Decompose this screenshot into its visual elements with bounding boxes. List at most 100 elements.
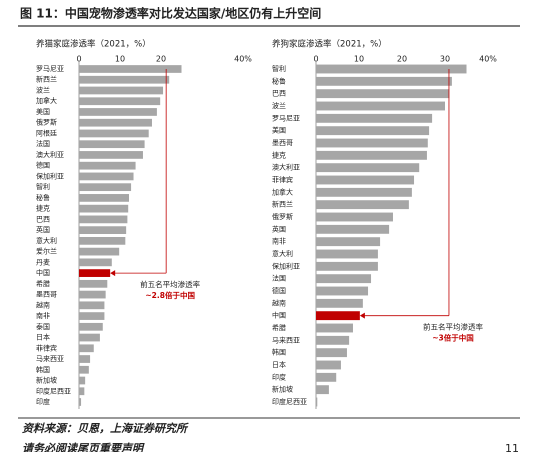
category-label: 印度 [272,372,286,381]
bar [79,183,132,192]
category-label: 越南 [36,300,50,309]
bar [316,237,381,247]
category-label: 希腊 [36,279,50,288]
category-label: 新加坡 [36,376,57,385]
bar [79,355,91,363]
category-label: 智利 [272,64,286,73]
category-label: 南非 [36,311,50,320]
bar [79,215,128,224]
category-label: 意大利 [272,249,293,258]
bar [316,126,430,136]
category-label: 英国 [272,224,286,233]
bar [79,344,94,353]
bar [316,89,450,99]
category-label: 希腊 [272,323,286,332]
category-label: 马来西亚 [36,355,64,363]
bar [79,376,86,385]
bar [79,398,82,406]
bar [79,161,136,170]
bar [316,360,341,370]
category-label: 新加坡 [272,385,293,394]
category-label: 德国 [36,161,50,170]
category-label: 保加利亚 [36,171,64,180]
bar [79,312,105,320]
category-label: 菲律宾 [36,343,57,352]
category-label: 新西兰 [36,75,57,84]
bar [79,140,145,149]
category-label: 巴西 [36,215,50,223]
category-label: 波兰 [272,101,286,110]
bar [316,298,363,308]
annotation: 前五名平均渗透率 [423,322,483,332]
annotation-arrow [359,312,365,319]
category-label: 中国 [36,268,50,277]
category-label: 日本 [272,360,286,369]
category-label: 越南 [272,298,286,307]
category-label: 墨西哥 [272,139,293,147]
annotation: ~2.8倍于中国 [145,290,195,300]
x-tick-label: 30 [440,55,450,64]
category-label: 日本 [36,333,50,342]
x-tick-label: 20 [156,55,166,64]
category-label: 新西兰 [272,200,293,209]
category-label: 印度尼西亚 [36,386,71,395]
category-label: 菲律宾 [272,175,293,184]
category-label: 保加利亚 [272,261,300,270]
bar [316,385,329,395]
bar [316,249,378,259]
bar [316,187,412,197]
bar [79,226,127,234]
category-label: 马来西亚 [272,336,300,344]
category-label: 法国 [36,139,50,148]
bar [79,258,112,267]
bar [79,97,161,106]
category-label: 秘鲁 [36,193,50,202]
bar [79,75,170,84]
bar [316,286,369,296]
category-label: 波兰 [36,85,50,94]
bar [79,387,85,396]
bar [79,108,157,116]
x-tick-label: 40% [234,55,252,64]
bar [316,76,452,86]
category-label: 加拿大 [272,187,293,196]
category-label: 法国 [272,274,286,283]
x-tick-label: 10 [115,55,125,64]
bar [316,138,428,148]
category-label: 泰国 [36,322,50,331]
x-tick-label: 40% [479,55,497,64]
bar [316,64,467,74]
bar [316,175,415,185]
bar [316,348,347,358]
bar [79,365,89,374]
category-label: 罗马尼亚 [36,65,64,73]
category-label: 澳大利亚 [36,150,64,159]
bar [79,247,120,256]
category-label: 智利 [36,182,50,191]
category-label: 澳大利亚 [272,163,300,172]
x-tick-label: 20 [397,55,407,64]
category-label: 美国 [36,107,50,116]
bar [79,237,126,245]
bar [316,311,360,321]
disclaimer: 请务必阅读尾页重要声明 [22,442,145,452]
category-label: 中国 [272,311,286,320]
category-label: 墨西哥 [36,291,57,299]
category-label: 印度尼西亚 [272,397,307,406]
bar [316,212,393,222]
bar [79,172,134,181]
category-label: 阿根廷 [36,128,57,137]
bar [316,274,372,284]
bar [316,261,378,271]
bar [79,129,149,138]
bar [316,372,337,382]
annotation: 前五名平均渗透率 [140,279,200,289]
x-tick-label: 0 [76,55,81,64]
category-label: 丹麦 [36,257,50,266]
category-label: 南非 [272,237,286,246]
chart-title: 养猫家庭渗透率（2021，%） [36,39,151,50]
bar [79,151,143,159]
category-label: 韩国 [36,365,50,374]
category-label: 巴西 [272,90,286,98]
